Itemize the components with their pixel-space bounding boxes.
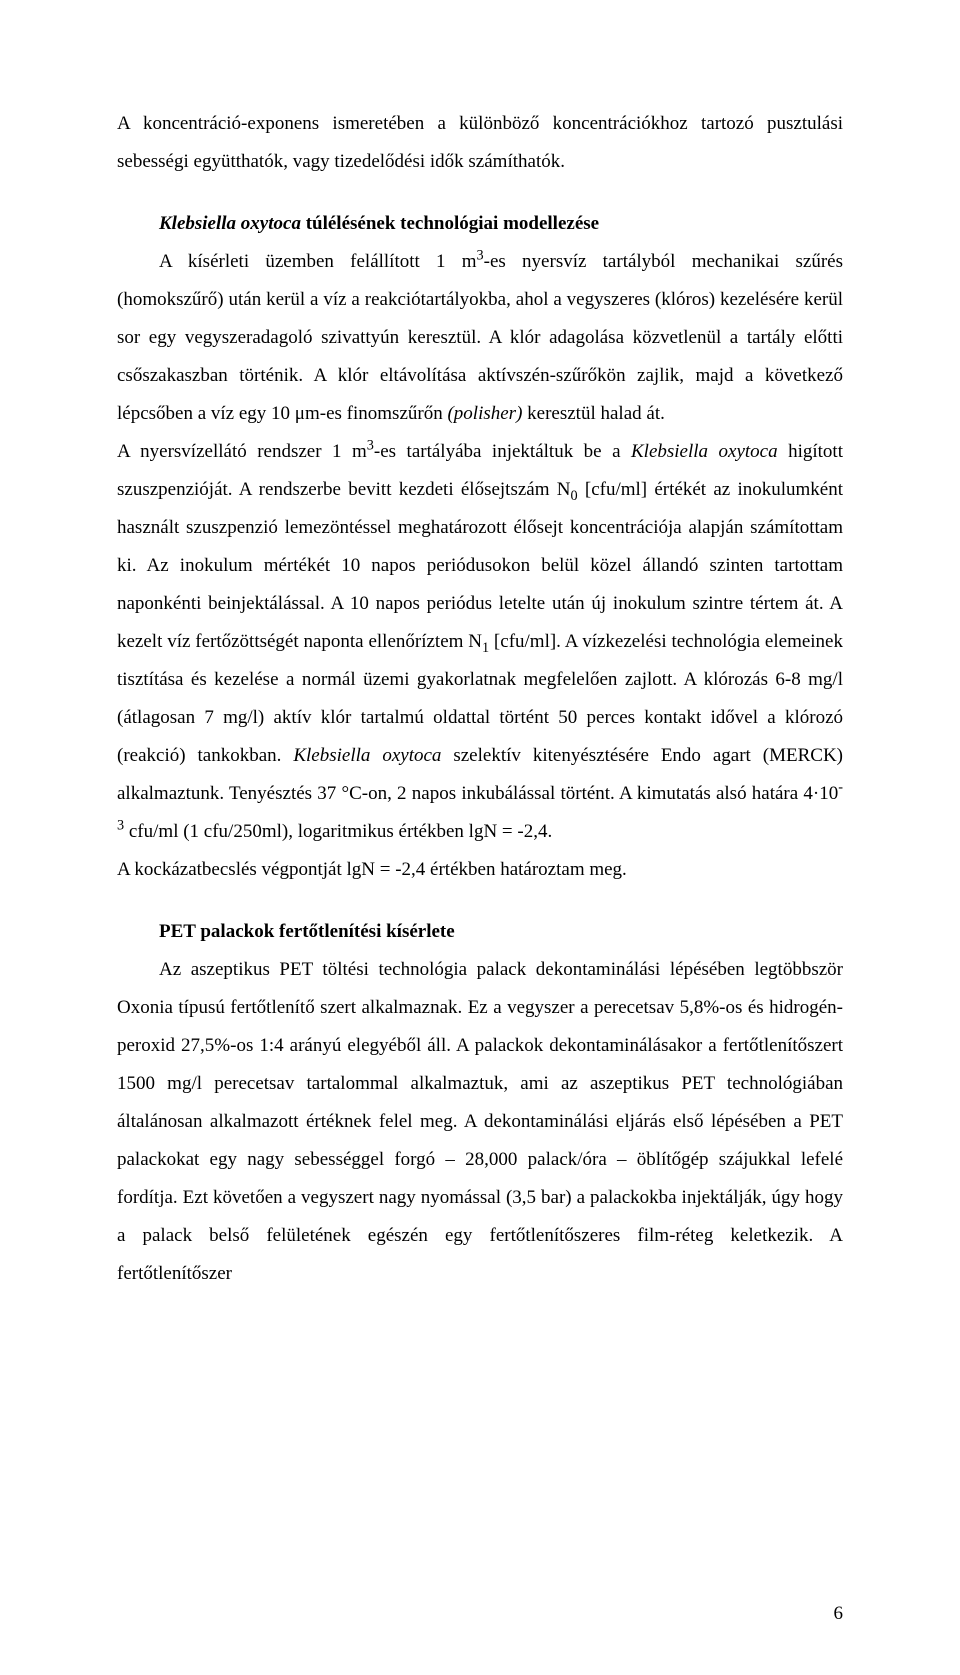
section1-title-rest: túlélésének technológiai modellezése	[301, 213, 599, 234]
text-run: A nyersvízellátó rendszer 1 m	[117, 441, 367, 462]
section1-paragraph1: A kísérleti üzemben felállított 1 m3-es …	[117, 243, 843, 433]
superscript: 3	[477, 248, 484, 264]
section2-paragraph1: Az aszeptikus PET töltési technológia pa…	[117, 951, 843, 1293]
section-spacer	[117, 889, 843, 913]
section1-paragraph2: A nyersvízellátó rendszer 1 m3-es tartál…	[117, 433, 843, 851]
text-run: keresztül halad át.	[522, 403, 664, 424]
text-run: -es tartályába injektáltuk be a	[374, 441, 631, 462]
section-spacer	[117, 181, 843, 205]
superscript: 3	[367, 438, 374, 454]
section1-title-italic: Klebsiella oxytoca	[159, 213, 301, 234]
text-run: A kísérleti üzemben felállított 1 m	[159, 251, 477, 272]
intro-paragraph: A koncentráció-exponens ismeretében a kü…	[117, 105, 843, 181]
text-run: [cfu/ml] értékét az inokulumként használ…	[117, 479, 843, 652]
document-page: A koncentráció-exponens ismeretében a kü…	[0, 0, 960, 1675]
section1-title: Klebsiella oxytoca túlélésének technológ…	[117, 205, 843, 243]
section2-title-bold: PET palackok fertőtlenítési kísérlete	[159, 921, 455, 942]
subscript: 0	[570, 488, 577, 504]
text-run: cfu/ml (1 cfu/250ml), logaritmikus érték…	[124, 821, 552, 842]
italic-run: Klebsiella oxytoca	[293, 745, 441, 766]
text-run: -es nyersvíz tartályból mechanikai szűré…	[117, 251, 843, 424]
section2-title: PET palackok fertőtlenítési kísérlete	[117, 913, 843, 951]
section1-paragraph3: A kockázatbecslés végpontját lgN = -2,4 …	[117, 851, 843, 889]
page-number: 6	[834, 1603, 844, 1625]
italic-run: Klebsiella oxytoca	[631, 441, 778, 462]
italic-run: (polisher)	[447, 403, 522, 424]
